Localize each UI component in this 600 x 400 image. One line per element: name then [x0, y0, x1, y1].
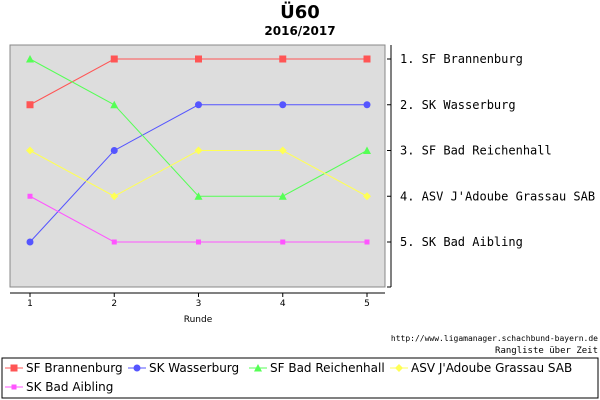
rank-label: 1. SF Brannenburg: [400, 52, 523, 66]
data-point: [363, 192, 371, 201]
data-point: [278, 192, 287, 200]
data-point: [279, 55, 287, 63]
legend-swatch-marker: [11, 384, 17, 390]
x-tick-label: 5: [364, 299, 370, 309]
data-point: [110, 147, 118, 154]
x-tick-label: 1: [27, 299, 33, 309]
data-point: [363, 146, 371, 154]
chart-subtitle: 2016/2017: [264, 24, 335, 38]
rank-label: 5. SK Bad Aibling: [400, 235, 523, 249]
data-point: [363, 55, 371, 63]
legend-box: [1, 357, 599, 399]
legend-label: ASV J'Adoube Grassau SAB: [411, 361, 572, 375]
legend-swatch-marker: [254, 364, 262, 372]
chart-title: Ü60: [280, 1, 320, 23]
data-point: [26, 55, 34, 63]
x-tick-label: 3: [196, 299, 202, 309]
legend-item: SK Wasserburg: [128, 361, 239, 375]
rank-labels: 1. SF Brannenburg 2. SK Wasserburg 3. SF B…: [387, 52, 595, 249]
data-point: [195, 101, 202, 109]
data-point: [363, 101, 371, 109]
data-point: [26, 101, 34, 109]
source-url: http://www.ligamanager.schachbund-bayern…: [391, 334, 598, 343]
data-point: [279, 101, 287, 109]
legend-label: SF Brannenburg: [26, 361, 123, 375]
data-point: [110, 192, 119, 201]
data-point: [195, 55, 202, 63]
x-tick-label: 2: [111, 299, 117, 309]
data-point: [194, 146, 203, 155]
legend-swatch-marker: [10, 364, 18, 372]
legend-item: SF Brannenburg: [5, 361, 123, 375]
axes: 1 2 3 4 5: [10, 45, 392, 309]
rank-label: 3. SF Bad Reichenhall: [400, 144, 552, 158]
data-point: [110, 55, 118, 63]
series-markers: [26, 55, 371, 246]
x-tick-label: 4: [280, 299, 286, 309]
data-point: [27, 193, 33, 199]
legend-label: SK Bad Aibling: [26, 380, 113, 394]
plot-area: [9, 44, 386, 288]
rank-label: 4. ASV J'Adoube Grassau SAB: [400, 189, 595, 203]
chart-note: Rangliste über Zeit: [495, 346, 598, 356]
data-point: [26, 146, 34, 155]
legend-label: SF Bad Reichenhall: [270, 361, 385, 375]
data-point: [278, 146, 287, 155]
data-point: [280, 239, 286, 245]
data-point: [111, 239, 117, 245]
legend: SF Brannenburg SK Wasserburg SF Bad Reiche…: [5, 361, 572, 394]
x-axis-title: Runde: [184, 315, 213, 325]
data-point: [196, 239, 201, 245]
rank-label: 2. SK Wasserburg: [400, 98, 516, 112]
legend-label: SK Wasserburg: [149, 361, 239, 375]
legend-swatch-marker: [133, 364, 141, 372]
data-point: [364, 239, 370, 245]
legend-item: SF Bad Reichenhall: [249, 361, 385, 375]
data-point: [194, 192, 203, 200]
data-point: [26, 238, 34, 246]
legend-item: ASV J'Adoube Grassau SAB: [390, 361, 572, 375]
data-point: [110, 100, 119, 109]
legend-swatch-marker: [395, 364, 403, 372]
legend-item: SK Bad Aibling: [5, 380, 113, 394]
